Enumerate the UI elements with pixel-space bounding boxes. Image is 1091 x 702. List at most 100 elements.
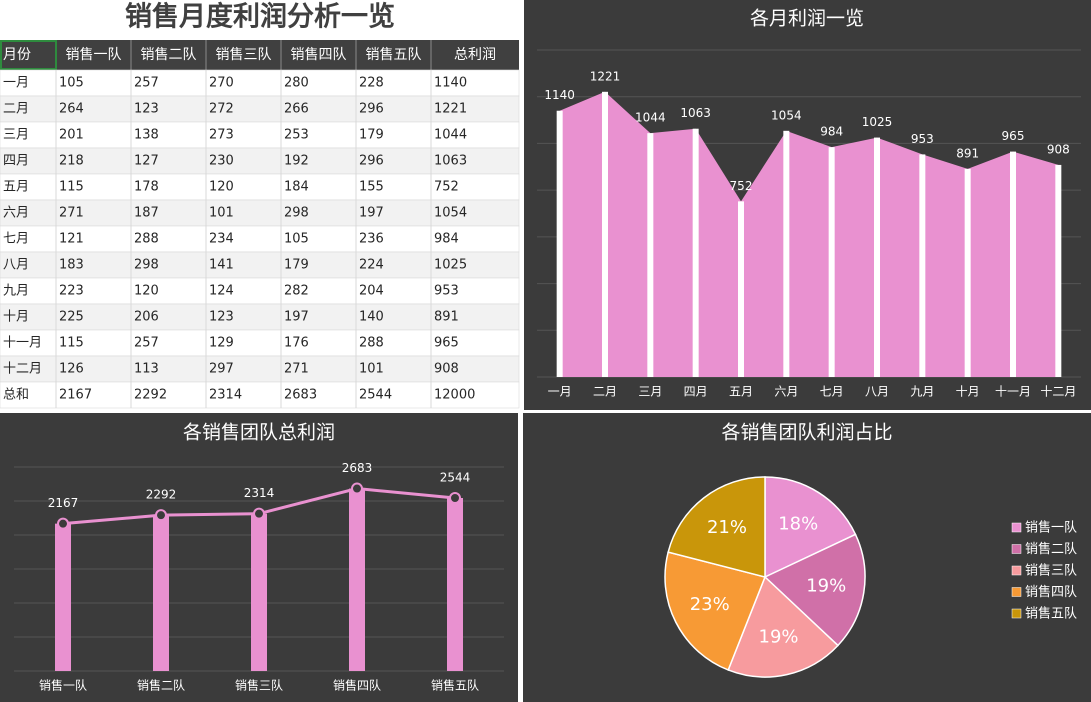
data-label: 1054 — [771, 108, 802, 122]
data-label: 1221 — [590, 69, 621, 83]
bar — [964, 168, 971, 377]
table-cell: 271 — [59, 206, 84, 221]
table-cell: 230 — [209, 154, 234, 169]
bar — [153, 515, 169, 671]
selected-cell — [0, 40, 57, 70]
table-cell: 264 — [59, 102, 84, 117]
legend-label: 销售四队 — [1025, 584, 1077, 600]
table-title: 销售月度利润分析一览 — [125, 1, 395, 33]
table-cell: 总和 — [3, 388, 29, 403]
table-cell: 105 — [59, 76, 84, 91]
x-tick-label: 一月 — [548, 385, 572, 399]
table-cell: 五月 — [3, 180, 29, 195]
table-cell: 2314 — [209, 388, 242, 403]
table-cell: 2167 — [59, 388, 92, 403]
data-label: 2314 — [244, 486, 275, 500]
table-cell: 1140 — [434, 76, 467, 91]
table-row — [0, 355, 520, 383]
x-tick-label: 十一月 — [995, 385, 1031, 399]
table-cell: 七月 — [3, 232, 29, 247]
table-cell: 197 — [284, 310, 309, 325]
data-label: 984 — [820, 125, 843, 139]
table-cell: 123 — [209, 310, 234, 325]
table-row — [0, 95, 520, 123]
pie-slice — [763, 533, 866, 647]
table-cell: 176 — [284, 336, 309, 351]
table-cell: 十月 — [3, 310, 29, 325]
data-label: 1140 — [544, 88, 575, 102]
table-cell: 965 — [434, 336, 459, 351]
bar — [55, 523, 71, 671]
table-cell: 206 — [134, 310, 159, 325]
table-cell: 八月 — [3, 258, 29, 273]
data-label: 18% — [778, 514, 818, 535]
bar — [349, 488, 365, 671]
table-cell: 752 — [434, 180, 459, 195]
table-cell: 197 — [359, 206, 384, 221]
bar — [692, 128, 699, 377]
table-cell: 123 — [134, 102, 159, 117]
table-row — [0, 199, 520, 227]
table-cell: 253 — [284, 128, 309, 143]
table-cell: 891 — [434, 310, 459, 325]
data-label: 19% — [759, 627, 799, 648]
header-cell: 总利润 — [454, 47, 496, 63]
table-cell: 二月 — [3, 102, 29, 117]
marker — [155, 509, 167, 522]
bar — [874, 137, 880, 377]
data-label: 2167 — [48, 496, 79, 510]
bar — [783, 130, 790, 377]
pie-slice — [664, 551, 767, 671]
table-cell: 105 — [284, 232, 309, 247]
x-tick-label: 销售三队 — [235, 678, 283, 693]
table-cell: 273 — [209, 128, 234, 143]
legend-swatch — [1011, 565, 1022, 576]
table-cell: 129 — [209, 336, 234, 351]
data-label: 908 — [1047, 142, 1070, 156]
data-label: 21% — [707, 517, 747, 538]
table-cell: 2683 — [284, 388, 317, 403]
table-cell: 223 — [59, 284, 84, 299]
table-cell: 280 — [284, 76, 309, 91]
data-label: 1025 — [862, 115, 893, 129]
table-cell: 234 — [209, 232, 234, 247]
table-cell: 1025 — [434, 258, 467, 273]
legend-label: 销售二队 — [1025, 541, 1077, 557]
table-cell: 138 — [134, 128, 159, 143]
x-tick-label: 五月 — [729, 385, 753, 399]
table-cell: 187 — [134, 206, 159, 221]
legend-label: 销售一队 — [1025, 520, 1077, 536]
header-cell: 销售一队 — [66, 47, 122, 63]
legend-swatch — [1011, 587, 1022, 597]
table-cell: 1044 — [434, 128, 467, 143]
legend-swatch — [1011, 608, 1022, 619]
table-row — [0, 147, 520, 175]
table-cell: 908 — [434, 362, 459, 377]
marker — [449, 492, 461, 505]
x-tick-label: 七月 — [820, 385, 844, 399]
table-cell: 12000 — [434, 388, 475, 403]
table-cell: 178 — [134, 180, 159, 195]
legend-swatch — [1011, 544, 1022, 554]
bar — [738, 201, 744, 377]
table-row — [0, 173, 520, 201]
data-label: 965 — [1002, 129, 1025, 143]
chart-title: 各月利润一览 — [750, 8, 864, 30]
x-tick-label: 销售一队 — [39, 678, 87, 693]
x-tick-label: 二月 — [593, 385, 617, 399]
bar — [447, 498, 463, 671]
x-tick-label: 销售四队 — [333, 678, 381, 693]
x-tick-label: 销售五队 — [431, 678, 479, 693]
table-cell: 296 — [359, 154, 384, 169]
header-cell: 销售五队 — [366, 47, 422, 63]
marker — [253, 507, 265, 520]
chart-title: 各销售团队总利润 — [183, 422, 335, 444]
table-cell: 218 — [59, 154, 84, 169]
table-cell: 184 — [284, 180, 309, 195]
table-cell: 141 — [209, 258, 234, 273]
pie-slice — [667, 476, 766, 578]
x-tick-label: 销售二队 — [137, 678, 185, 693]
table-cell: 十一月 — [3, 336, 42, 351]
header-row — [0, 40, 519, 70]
